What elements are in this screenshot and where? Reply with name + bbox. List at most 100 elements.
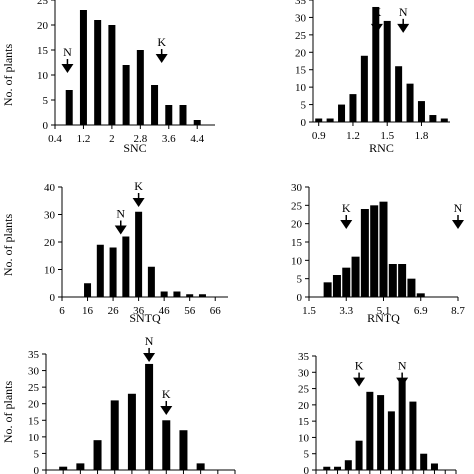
y-tick-label: 35	[298, 351, 310, 363]
histogram-bar	[136, 50, 144, 125]
y-tick-label: 30	[295, 12, 307, 24]
y-tick-label: 10	[44, 265, 56, 277]
histogram-bar	[165, 105, 173, 125]
y-tick-label: 15	[291, 237, 303, 249]
y-tick-label: 25	[37, 0, 49, 7]
histogram-bar	[342, 267, 351, 297]
y-tick-label: 5	[304, 449, 310, 461]
chart-panel-2: 0 5 10 15 20 25 30 35 0.9 1.2 1.5 1.8 K N RNC	[295, 0, 450, 155]
histogram-bar	[395, 66, 403, 122]
x-tick-label: 36	[133, 305, 145, 317]
x-tick-label: 1.8	[415, 130, 429, 142]
histogram-bar	[93, 440, 102, 470]
histogram-bar	[420, 453, 428, 470]
y-axis-title: No. of plants	[1, 381, 15, 444]
histogram-bar	[379, 201, 388, 297]
histogram-bar	[366, 391, 374, 470]
marker-arrow-head	[370, 23, 383, 33]
y-tick-label: 20	[44, 237, 56, 249]
x-tick-label: 4.4	[190, 133, 204, 145]
histogram-bar	[360, 55, 368, 123]
x-tick-label: 2	[109, 133, 115, 145]
marker-arrow-head	[114, 225, 127, 235]
y-axis-title: No. of plants	[1, 44, 15, 107]
y-tick-label: 0	[304, 465, 310, 474]
x-tick-label: 16	[82, 305, 94, 317]
chart-panel-3: 0 10 20 30 40 6 16 26 36 46 56 66 NK SNTQ No. of plant…	[1, 179, 228, 325]
y-tick-label: 25	[28, 382, 40, 394]
marker-arrow-head	[132, 198, 145, 207]
histogram-bar	[196, 463, 205, 470]
x-tick-label: 3.3	[339, 305, 353, 317]
y-tick-label: 10	[291, 255, 303, 267]
histogram-bar	[323, 466, 331, 470]
y-tick-label: 15	[28, 415, 40, 427]
histogram-bar	[387, 411, 395, 470]
marker-label-n: N	[454, 201, 463, 215]
y-tick-label: 10	[295, 82, 307, 94]
histogram-bar	[407, 278, 416, 297]
histogram-bar	[179, 430, 188, 470]
marker-arrow-head	[396, 377, 409, 387]
x-tick-label: 5.1	[377, 305, 391, 317]
marker-label-k: K	[157, 35, 166, 49]
histogram-bar	[127, 393, 136, 470]
histogram-bar	[135, 211, 143, 297]
y-tick-label: 20	[28, 399, 40, 411]
histogram-bar	[372, 6, 380, 123]
marker-label-k: K	[373, 5, 382, 19]
histogram-bar	[417, 101, 425, 122]
x-tick-label: 0.4	[48, 133, 62, 145]
histogram-bar	[122, 236, 130, 297]
x-tick-label: 0.9	[312, 130, 326, 142]
y-tick-label: 5	[43, 95, 49, 107]
histogram-bar	[355, 440, 363, 470]
histogram-bar	[186, 294, 194, 297]
y-tick-label: 10	[37, 70, 49, 82]
histogram-bar	[110, 400, 119, 470]
marker-label-k: K	[134, 179, 143, 193]
histogram-bar	[349, 94, 357, 122]
histogram-bar	[96, 244, 104, 297]
x-tick-label: 2.8	[133, 133, 147, 145]
x-tick-label: 1.2	[77, 133, 91, 145]
histogram-bar	[383, 20, 391, 123]
x-tick-label: 1.5	[380, 130, 394, 142]
x-tick-label: 1.5	[302, 305, 316, 317]
histogram-bar	[193, 120, 201, 125]
y-tick-label: 35	[28, 349, 40, 361]
x-axis-title: RNTQ	[367, 311, 400, 325]
marker-label-n: N	[145, 334, 154, 348]
y-tick-label: 25	[295, 30, 307, 42]
y-tick-label: 5	[297, 274, 303, 286]
marker-arrow-head	[452, 220, 464, 229]
y-tick-label: 15	[295, 65, 307, 77]
chart-panel-6: 0 5 10 15 20 25 30 35 K N	[298, 351, 457, 474]
x-tick-label: 6.9	[414, 305, 428, 317]
marker-arrow-head	[155, 54, 168, 63]
histogram-bar	[406, 83, 414, 122]
histogram-bar	[84, 283, 92, 297]
histogram-bar	[160, 291, 168, 297]
y-tick-label: 5	[34, 448, 40, 460]
marker-label-k: K	[162, 387, 171, 401]
marker-arrow-head	[397, 23, 410, 33]
histogram-bar	[430, 463, 438, 470]
y-tick-label: 30	[44, 210, 56, 222]
marker-arrow-head	[61, 64, 74, 73]
y-tick-label: 30	[28, 366, 40, 378]
y-tick-label: 15	[37, 45, 49, 57]
marker-arrow-head	[143, 352, 156, 362]
histogram-bar	[429, 115, 437, 122]
histogram-bar	[398, 378, 406, 470]
histogram-bar	[323, 282, 332, 297]
histogram-bar	[122, 65, 130, 125]
histogram-bar	[416, 293, 425, 297]
x-tick-label: 66	[210, 305, 222, 317]
x-axis-title: RNC	[369, 141, 394, 155]
marker-label-n: N	[116, 207, 125, 221]
histogram-bar	[198, 294, 206, 297]
x-axis-title: SNTQ	[129, 311, 161, 325]
y-axis-title: No. of plants	[1, 214, 15, 277]
x-tick-label: 8.7	[451, 305, 465, 317]
